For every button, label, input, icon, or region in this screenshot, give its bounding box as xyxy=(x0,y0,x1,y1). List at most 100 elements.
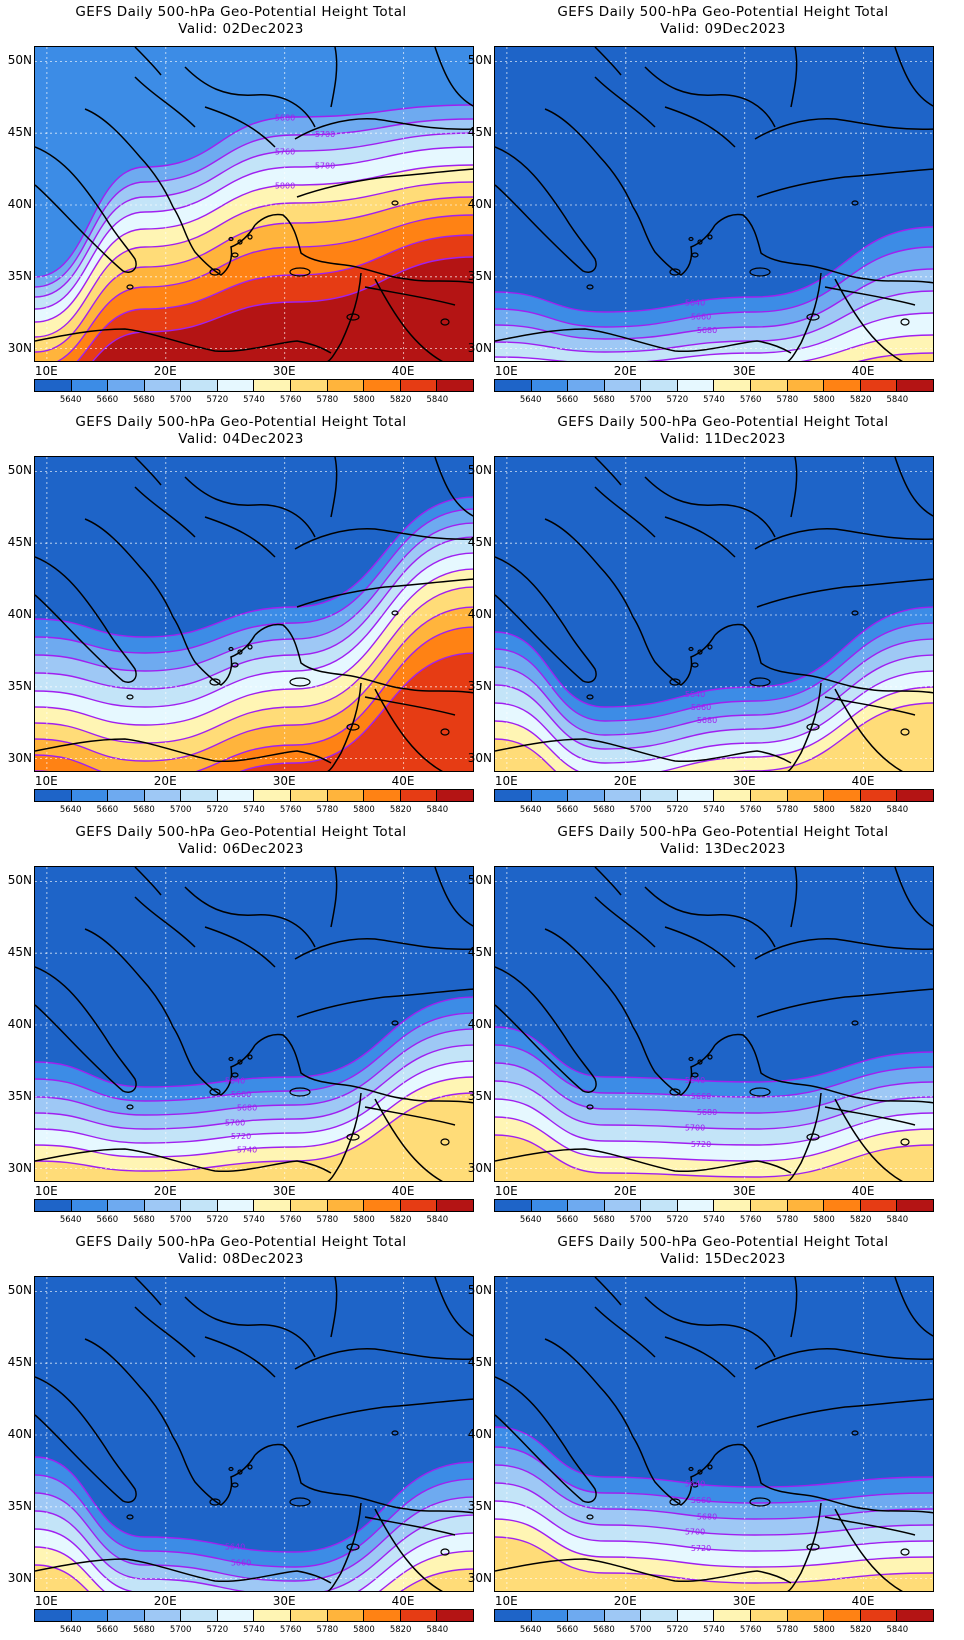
colorbar-swatch xyxy=(364,380,401,391)
coastline xyxy=(364,1106,456,1126)
colorbar-swatch xyxy=(108,790,145,801)
colorbar-swatch xyxy=(108,1200,145,1211)
contour-line xyxy=(56,214,473,361)
contour-label: 5700 xyxy=(685,1124,705,1133)
island xyxy=(126,1514,134,1520)
island xyxy=(247,644,253,650)
shaded-band xyxy=(495,687,933,771)
island xyxy=(209,268,221,276)
coastline xyxy=(714,213,933,284)
colorbar-label: 5720 xyxy=(666,1625,689,1635)
lat-label: 45N xyxy=(7,945,32,960)
coastline xyxy=(834,278,904,361)
colorbar-swatch xyxy=(254,1610,292,1621)
colorbar-label: 5760 xyxy=(279,805,302,815)
colorbar-label: 5640 xyxy=(519,1215,542,1225)
island xyxy=(697,1469,703,1475)
contour-line xyxy=(35,1012,473,1102)
lat-label: 45N xyxy=(467,535,492,550)
shaded-band xyxy=(495,1537,933,1591)
colorbar-swatch xyxy=(495,380,532,391)
colorbar-label: 5680 xyxy=(133,1215,155,1225)
contour-line xyxy=(495,622,933,722)
colorbar-label: 5840 xyxy=(886,805,909,815)
colorbar-swatch xyxy=(181,380,218,391)
colorbar-label: 5740 xyxy=(243,1625,265,1635)
coastline xyxy=(204,926,276,968)
colorbar-swatch xyxy=(437,790,473,801)
shaded-band xyxy=(495,313,933,361)
colorbar-label: 5760 xyxy=(279,1215,302,1225)
coastline xyxy=(434,457,473,517)
lat-label: 30N xyxy=(467,750,492,765)
map-area xyxy=(34,456,474,772)
colorbar-swatch xyxy=(291,1610,328,1621)
contour-label: 5660 xyxy=(231,1090,251,1099)
colorbar-swatch xyxy=(641,1610,678,1621)
lat-label: 50N xyxy=(7,463,32,478)
coastline xyxy=(172,616,256,686)
contour-label: 5680 xyxy=(697,716,717,725)
colorbar-swatch xyxy=(400,380,438,391)
coastline xyxy=(824,1516,916,1536)
island xyxy=(237,239,243,245)
panel-valid-date: Valid: 11Dec2023 xyxy=(660,431,786,447)
island xyxy=(391,1430,399,1436)
lat-label: 40N xyxy=(7,197,32,211)
coastline xyxy=(894,867,933,927)
colorbar-label: 5720 xyxy=(666,1215,689,1225)
contour-label: 5760 xyxy=(275,148,295,157)
coastline xyxy=(594,1277,622,1306)
coastline xyxy=(35,966,137,1093)
coastline xyxy=(364,696,456,716)
contour-line xyxy=(35,496,473,638)
island xyxy=(247,1054,253,1060)
colorbar-label: 5700 xyxy=(629,395,652,405)
colorbar-label: 5640 xyxy=(59,805,82,815)
island xyxy=(586,694,594,700)
colorbar-label: 5800 xyxy=(813,1215,835,1225)
lat-label: 50N xyxy=(467,463,492,478)
contour-label: 5720 xyxy=(691,1140,711,1149)
contour-line xyxy=(495,638,933,736)
height-field-map: 5640 5660 5680 5700 5720 5740 xyxy=(35,867,473,1181)
coastline xyxy=(754,1348,933,1370)
coastline xyxy=(84,928,174,1028)
colorbar-label: 5780 xyxy=(776,395,799,405)
island xyxy=(247,1464,253,1470)
colorbar-label: 5660 xyxy=(556,805,579,815)
colorbar-swatch xyxy=(327,790,365,801)
colorbar-swatch xyxy=(254,380,292,391)
coastline xyxy=(594,867,622,896)
coastline xyxy=(84,518,174,618)
lon-label: 20E xyxy=(153,1184,177,1198)
island xyxy=(900,1548,910,1556)
lat-label: 40N xyxy=(7,1427,32,1441)
panel-title: GEFS Daily 500-hPa Geo-Potential Height … xyxy=(557,1234,889,1250)
colorbar-label: 5720 xyxy=(206,805,229,815)
colorbar-label: 5660 xyxy=(556,1625,579,1635)
colorbar xyxy=(494,1199,934,1212)
colorbar-label: 5740 xyxy=(703,395,725,405)
contour-line xyxy=(35,1028,473,1116)
colorbar-label: 5800 xyxy=(353,805,375,815)
lon-label: 30E xyxy=(732,1184,756,1198)
coastline xyxy=(632,1436,716,1506)
colorbar-label: 5820 xyxy=(849,1215,872,1225)
colorbar-swatch xyxy=(751,1200,788,1211)
contour-label: 5660 xyxy=(691,1092,711,1101)
coastline xyxy=(184,66,316,128)
contour-line xyxy=(495,246,933,328)
colorbar-label: 5680 xyxy=(593,395,615,405)
colorbar-label: 5760 xyxy=(739,805,762,815)
coastline xyxy=(184,1296,316,1358)
coastline xyxy=(296,578,473,608)
island xyxy=(707,1464,713,1470)
coastline xyxy=(294,118,473,140)
coastline xyxy=(434,867,473,927)
colorbar-label: 5780 xyxy=(776,1625,799,1635)
shaded-band xyxy=(35,1493,473,1591)
contour-line xyxy=(495,1026,933,1083)
coastline xyxy=(495,1148,792,1174)
coastline xyxy=(754,938,933,960)
